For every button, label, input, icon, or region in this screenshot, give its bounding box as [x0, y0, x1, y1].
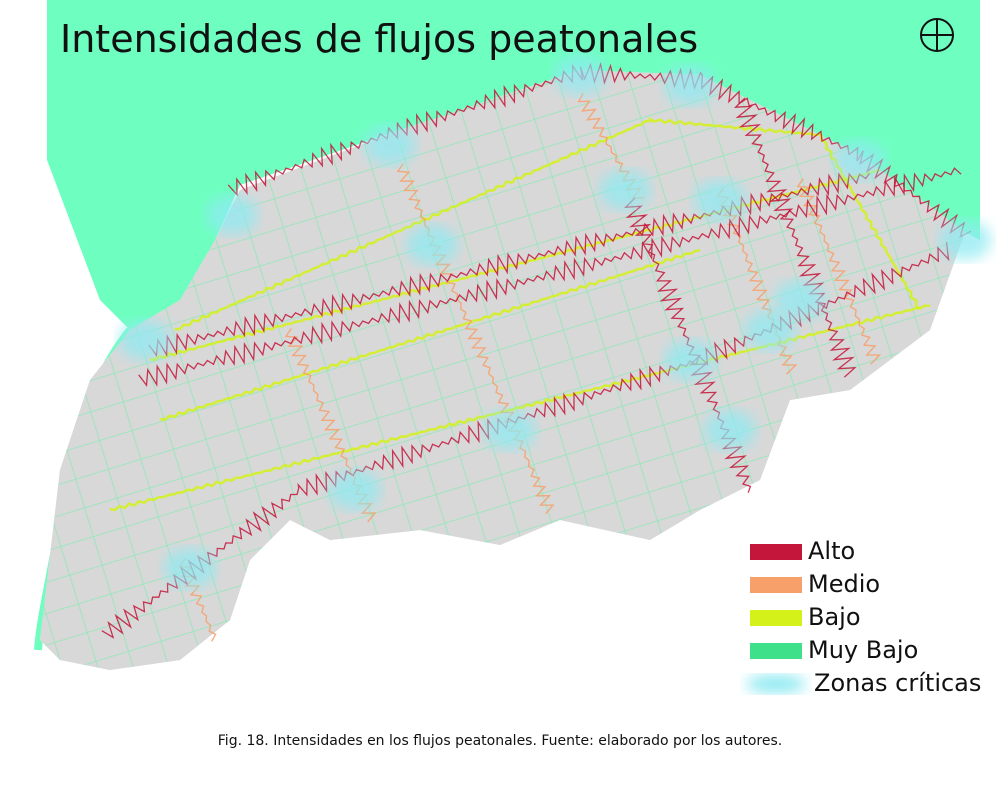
critical-zone	[599, 170, 651, 210]
compass	[920, 18, 954, 52]
critical-zone	[206, 195, 258, 235]
legend-swatch	[750, 577, 802, 593]
critical-zone	[119, 320, 171, 360]
flow-line	[396, 163, 555, 515]
critical-zone	[834, 140, 886, 180]
critical-zone	[484, 410, 536, 450]
flow-line	[148, 172, 871, 358]
critical-zone	[406, 225, 458, 265]
critical-zone	[554, 55, 606, 95]
flow-line	[109, 304, 931, 512]
legend-label: Bajo	[808, 603, 861, 631]
legend-label: Alto	[808, 537, 855, 565]
critical-zone	[329, 470, 381, 510]
sea	[47, 0, 980, 330]
critical-zone	[744, 310, 796, 350]
critical-zone	[704, 410, 756, 450]
flow-line	[159, 249, 701, 421]
legend-label: Muy Bajo	[808, 636, 918, 664]
critical-zone	[664, 340, 716, 380]
legend-label: Medio	[808, 570, 880, 598]
legend-swatch	[750, 643, 802, 659]
flow-line	[733, 97, 857, 378]
legend-swatch	[746, 675, 806, 693]
critical-zone	[664, 65, 716, 105]
critical-zone	[694, 180, 746, 220]
title: Intensidades de flujos peatonales	[60, 17, 698, 61]
critical-zone	[164, 548, 216, 588]
critical-zones	[119, 55, 991, 588]
caption: Fig. 18. Intensidades en los flujos peat…	[218, 733, 782, 749]
critical-zone	[364, 125, 416, 165]
legend-swatch	[750, 544, 802, 560]
critical-zone	[939, 220, 991, 260]
legend-label: Zonas críticas	[814, 669, 981, 697]
critical-zone	[774, 280, 826, 320]
legend: Alto Medio Bajo Muy Bajo Zonas críticas	[746, 537, 981, 697]
legend-swatch	[750, 610, 802, 626]
flow-line	[138, 167, 962, 387]
